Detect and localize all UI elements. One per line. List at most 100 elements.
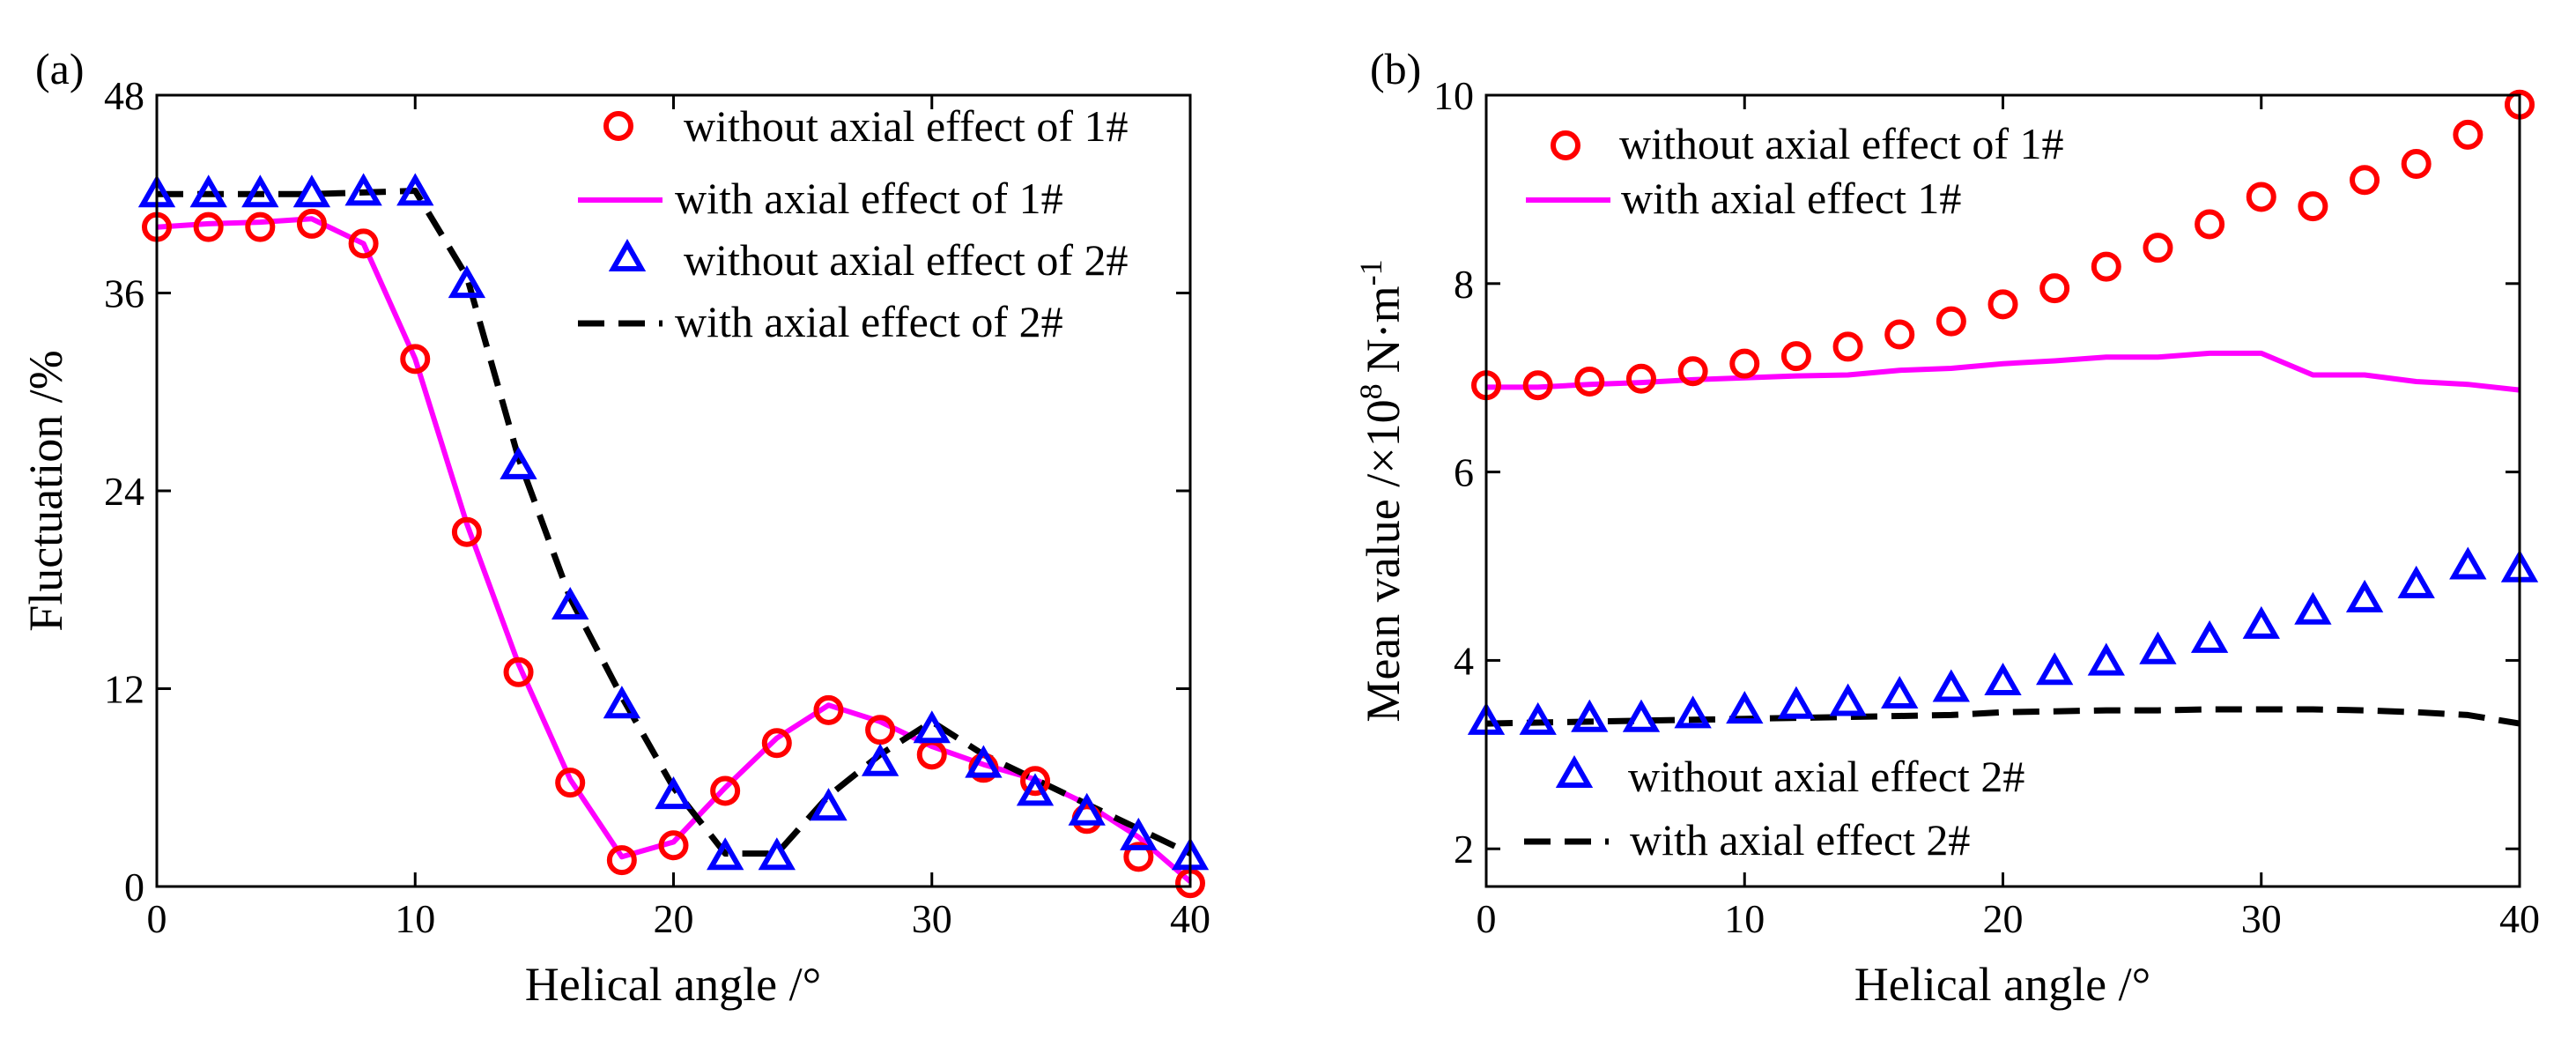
triangle-point-a-2 — [344, 173, 382, 206]
plot-b-ylabel: Mean value /×108 N·m-1 — [1353, 259, 1410, 722]
x-tick-label: 10 — [395, 896, 435, 941]
plot-a-xlabel: Helical angle /° — [525, 958, 821, 1011]
y-tick-label: 8 — [1454, 262, 1474, 307]
triangle-point-b-2 — [2036, 652, 2074, 686]
triangle-point-b-2 — [1571, 699, 1609, 732]
triangle-point-b-2 — [2190, 619, 2229, 653]
circle-point-a-0 — [813, 694, 844, 725]
triangle-point-b-2 — [2397, 565, 2435, 598]
circle-point-b-0 — [2039, 273, 2070, 304]
triangle-point-a-2 — [861, 743, 899, 776]
plot-b-legend: without axial effect of 1# with axial ef… — [1524, 119, 2063, 864]
triangle-point-a-2 — [1068, 792, 1106, 826]
circle-point-b-0 — [2143, 233, 2173, 263]
circle-point-b-0 — [1574, 366, 1605, 397]
circle-point-b-0 — [2350, 165, 2380, 196]
triangle-point-b-2 — [1984, 662, 2022, 695]
x-tick-label: 40 — [2499, 896, 2540, 941]
panel-a-label: (a) — [35, 44, 85, 93]
x-tick-label: 20 — [654, 896, 694, 941]
plot-b-xlabel: Helical angle /° — [1854, 958, 2150, 1011]
legend-a-label-1: with axial effect of 1# — [675, 174, 1063, 223]
y-tick-label: 48 — [104, 73, 144, 118]
circle-point-b-0 — [1988, 289, 2018, 320]
plot-a-ticks: 0 10 20 30 40 0 12 24 36 48 — [104, 73, 1210, 941]
legend-a-marker-2 — [608, 238, 647, 271]
circle-point-a-0 — [710, 775, 741, 806]
plot-b-ylabel-exp: 8 — [1353, 383, 1388, 399]
circle-point-a-0 — [1020, 766, 1051, 797]
plot-a-area — [137, 173, 1210, 899]
circle-point-a-0 — [865, 715, 896, 746]
x-tick-label: 30 — [2241, 896, 2282, 941]
legend-b-marker-2 — [1555, 754, 1594, 788]
triangle-point-a-2 — [189, 174, 227, 208]
triangle-point-a-2 — [810, 788, 848, 821]
y-tick-label: 12 — [104, 667, 144, 712]
triangle-point-a-2 — [1016, 773, 1055, 806]
triangle-point-b-2 — [1777, 686, 1816, 719]
triangle-point-b-2 — [1622, 699, 1661, 732]
circle-point-a-0 — [1123, 842, 1154, 872]
plot-b-ylabel-main: Mean value /×10 — [1357, 399, 1410, 722]
triangle-point-a-2 — [241, 174, 279, 208]
legend-b-label-1: with axial effect 1# — [1621, 174, 1961, 223]
circle-point-b-0 — [2453, 119, 2483, 150]
y-tick-label: 0 — [124, 864, 144, 909]
y-tick-label: 10 — [1433, 73, 1474, 118]
triangle-point-a-2 — [292, 174, 331, 208]
triangle-point-a-2 — [1120, 817, 1158, 850]
legend-b-marker-0 — [1551, 130, 1580, 160]
circle-point-b-0 — [2298, 191, 2328, 222]
legend-b-label-2: without axial effect 2# — [1628, 752, 2025, 801]
plot-a-legend: without axial effect of 1# with axial ef… — [578, 101, 1128, 346]
circle-point-b-0 — [1780, 341, 1811, 372]
triangle-point-b-2 — [2139, 631, 2177, 664]
triangle-point-a-2 — [913, 710, 951, 744]
triangle-point-a-2 — [655, 776, 692, 810]
triangle-point-b-2 — [1726, 691, 1764, 724]
plot-b-ticks: 0 10 20 30 40 2 4 6 8 10 — [1433, 73, 2540, 941]
triangle-point-b-2 — [2242, 605, 2280, 639]
y-tick-label: 6 — [1454, 450, 1474, 495]
circle-point-a-0 — [193, 211, 224, 242]
circle-point-b-0 — [2246, 182, 2276, 212]
circle-point-a-0 — [658, 830, 689, 861]
circle-point-b-0 — [1936, 306, 1966, 337]
triangle-point-b-2 — [2294, 591, 2332, 625]
circle-point-b-0 — [1729, 348, 1760, 379]
x-tick-label: 40 — [1170, 896, 1210, 941]
plot-b-ylabel-unit: N·m — [1357, 286, 1410, 373]
circle-point-b-0 — [1522, 370, 1553, 401]
y-tick-label: 36 — [104, 271, 144, 316]
triangle-point-a-2 — [396, 173, 434, 206]
circle-point-a-0 — [348, 228, 379, 259]
y-tick-label: 4 — [1454, 638, 1474, 683]
circle-point-a-0 — [606, 845, 637, 876]
circle-point-b-0 — [1832, 331, 1863, 362]
x-tick-label: 10 — [1724, 896, 1765, 941]
circle-point-a-0 — [296, 208, 327, 239]
triangle-point-a-2 — [448, 265, 486, 299]
triangle-point-a-2 — [500, 446, 537, 479]
x-tick-label: 20 — [1983, 896, 2024, 941]
panel-b-label: (b) — [1370, 44, 1421, 93]
legend-a-label-0: without axial effect of 1# — [684, 101, 1128, 151]
circle-point-b-0 — [1677, 356, 1708, 387]
legend-b-label-0: without axial effect of 1# — [1619, 119, 2063, 168]
circle-point-b-0 — [1884, 319, 1915, 350]
plot-b-ylabel-unit-exp: -1 — [1353, 259, 1388, 286]
y-tick-label: 24 — [104, 469, 144, 514]
circle-point-b-0 — [2401, 149, 2432, 180]
plot-a-ylabel: Fluctuation /% — [19, 350, 72, 631]
triangle-point-b-2 — [1881, 675, 1919, 708]
triangle-point-b-2 — [1932, 669, 1970, 702]
triangle-point-a-2 — [758, 837, 796, 871]
series-line-b-1 — [1486, 350, 2520, 393]
circle-point-a-0 — [503, 657, 534, 687]
triangle-point-b-2 — [2345, 579, 2384, 612]
x-tick-label: 0 — [1477, 896, 1497, 941]
legend-a-marker-0 — [603, 111, 633, 141]
legend-b-label-3: with axial effect 2# — [1630, 815, 1970, 864]
